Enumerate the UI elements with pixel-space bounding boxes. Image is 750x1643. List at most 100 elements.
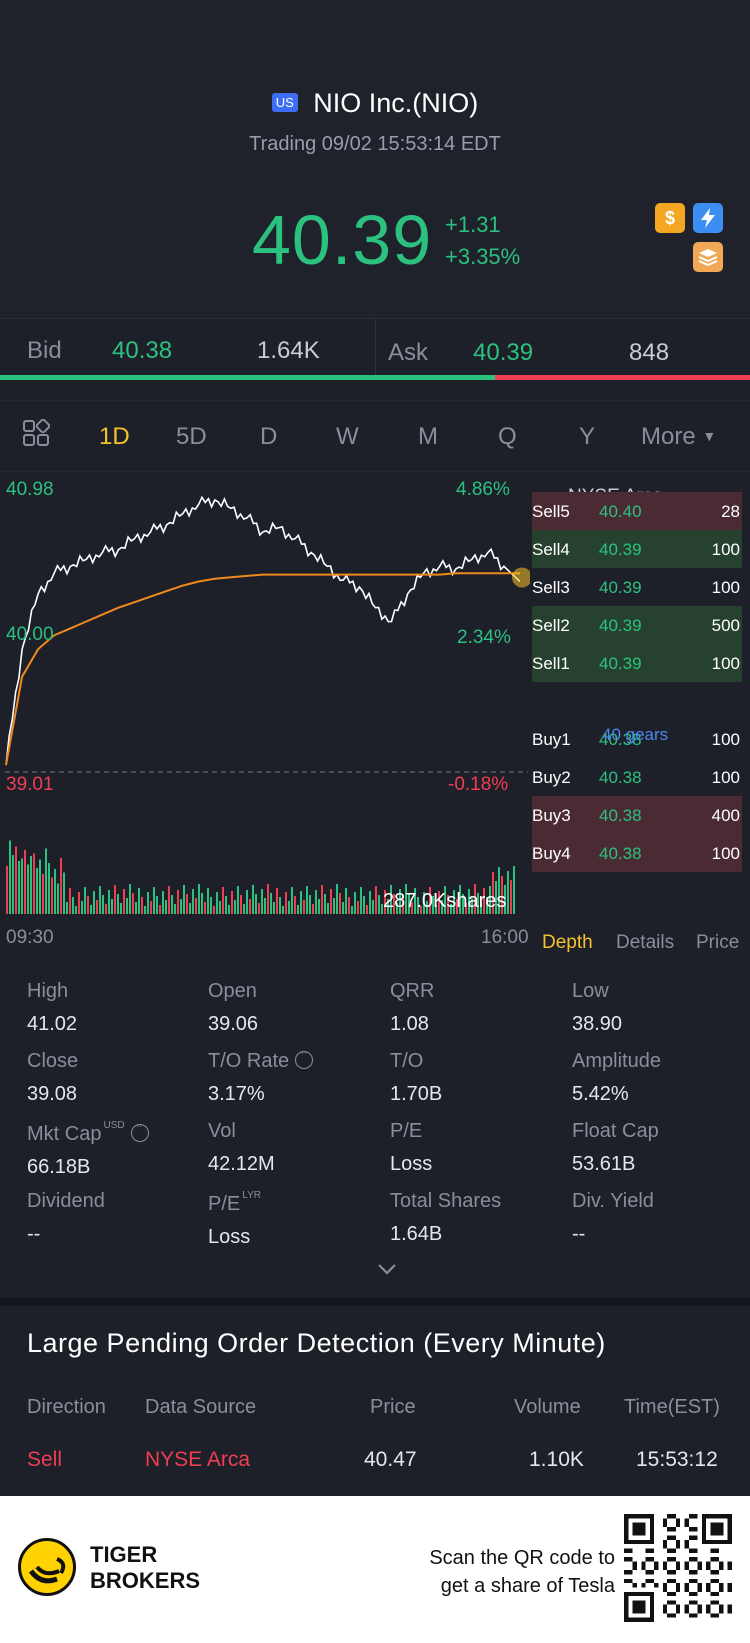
volume-bar	[375, 886, 377, 914]
stat-value: Loss	[208, 1226, 251, 1248]
volume-bar	[249, 899, 251, 914]
volume-bar	[63, 872, 65, 914]
volume-bar	[441, 900, 443, 914]
volume-bar	[78, 892, 80, 914]
bid-price: 40.38	[112, 337, 173, 364]
tab-q[interactable]: Q	[498, 423, 517, 450]
volume-bar	[84, 887, 86, 914]
tab-price[interactable]: Price	[696, 932, 740, 953]
info-icon[interactable]	[295, 1047, 314, 1069]
volume-bar	[318, 899, 320, 914]
volume-bar	[210, 897, 212, 914]
sell-level-qty: 500	[711, 616, 740, 635]
volume-bar	[93, 891, 95, 914]
volume-bar	[174, 904, 176, 914]
pct-high-label: 4.86%	[456, 479, 510, 500]
tab-m[interactable]: M	[418, 423, 438, 450]
stat-value: Loss	[390, 1153, 433, 1175]
volume-bar	[456, 899, 458, 914]
tiger-logo-icon	[18, 1538, 76, 1596]
volume-bar	[282, 906, 284, 914]
lightning-icon[interactable]	[693, 203, 723, 233]
scan-text: Scan the QR code to get a share of Tesla	[390, 1544, 615, 1600]
stat-label-text: Close	[27, 1050, 79, 1072]
tab-y[interactable]: Y	[579, 423, 596, 450]
stat-label: Vol	[208, 1120, 388, 1143]
buy-level-label: Buy2	[532, 768, 571, 787]
stat-item: Low 38.90	[572, 980, 750, 1036]
buy-row[interactable]: Buy2 40.38 100	[532, 758, 742, 796]
ask-label: Ask	[388, 339, 429, 366]
qr-code-icon[interactable]	[624, 1514, 732, 1622]
stack-icon[interactable]	[693, 242, 723, 272]
info-icon[interactable]	[130, 1120, 149, 1142]
current-price-marker	[512, 567, 530, 588]
volume-bar	[483, 888, 485, 914]
volume-bar	[306, 886, 308, 914]
volume-bar	[420, 906, 422, 914]
tab-details[interactable]: Details	[616, 932, 675, 953]
volume-bar	[393, 894, 395, 914]
volume-bar	[288, 901, 290, 914]
sell-level-price: 40.39	[599, 540, 642, 559]
sell-row[interactable]: Sell1 40.39 100	[532, 644, 742, 682]
stat-value: 5.42%	[572, 1083, 629, 1105]
volume-bar	[240, 895, 242, 914]
volume-bar	[105, 904, 107, 914]
dollar-icon[interactable]: $	[655, 203, 685, 233]
stat-value: 39.06	[208, 1013, 259, 1035]
volume-bar	[438, 891, 440, 914]
volume-bar	[24, 850, 26, 914]
volume-bar	[387, 899, 389, 914]
buy-row[interactable]: Buy1 40.38 100	[532, 720, 742, 758]
stat-label: Open	[208, 980, 388, 1003]
sell-level-price: 40.39	[599, 578, 642, 597]
volume-bar	[366, 905, 368, 914]
trading-status: Trading 09/02 15:53:14 EDT	[249, 133, 501, 155]
stat-label: Mkt Cap USD	[27, 1120, 207, 1146]
bid-label: Bid	[27, 337, 62, 364]
tab-5d[interactable]: 5D	[176, 423, 207, 450]
gears-label[interactable]: 40 gears	[602, 725, 669, 744]
tab-1d[interactable]: 1D	[99, 423, 130, 450]
volume-bar	[429, 887, 431, 914]
pct-mid-label: 2.34%	[457, 627, 511, 648]
volume-bar	[207, 888, 209, 914]
volume-bar	[189, 903, 191, 914]
sell-level-label: Sell4	[532, 540, 570, 559]
volume-bar	[213, 906, 215, 914]
buy-row[interactable]: Buy4 40.38 100	[532, 834, 742, 872]
volume-bar	[348, 897, 350, 914]
sell-row[interactable]: Sell3 40.39 100	[532, 568, 742, 606]
stat-label-text: Open	[208, 980, 257, 1002]
volume-bar	[384, 890, 386, 914]
bid-ask-divider	[375, 319, 376, 375]
volume-bar	[165, 900, 167, 914]
tab-d[interactable]: D	[260, 423, 278, 450]
tab-w[interactable]: W	[336, 423, 359, 450]
sell-row[interactable]: Sell4 40.39 100	[532, 530, 742, 568]
volume-bar	[291, 887, 293, 914]
volume-bar	[81, 901, 83, 914]
tab-more[interactable]: More ▼	[641, 423, 716, 451]
volume-bar	[489, 886, 491, 914]
expand-chevron-icon[interactable]	[377, 1262, 397, 1280]
tab-depth[interactable]: Depth	[542, 932, 593, 953]
volume-bar	[222, 887, 224, 914]
bid-ask-bar: Bid 40.38 1.64K Ask 40.39 848	[0, 318, 750, 380]
volume-bar	[414, 888, 416, 914]
buy-row[interactable]: Buy3 40.38 400	[532, 796, 742, 834]
volume-bar	[57, 883, 59, 914]
volume-bar	[18, 861, 20, 914]
volume-bar	[51, 877, 53, 914]
volume-bar	[45, 848, 47, 914]
price-change: +1.31	[445, 212, 501, 237]
stat-label-sup: USD	[103, 1120, 125, 1131]
sell-row[interactable]: Sell5 40.40 28	[532, 492, 742, 530]
intraday-chart[interactable]: 40.98 4.86% 40.00 2.34% 39.01 -0.18% 287…	[0, 472, 530, 948]
buy-level-label: Buy1	[532, 730, 571, 749]
sell-row[interactable]: Sell2 40.39 500	[532, 606, 742, 644]
volume-bar	[204, 902, 206, 914]
layout-grid-icon[interactable]	[22, 418, 51, 454]
volume-bar	[459, 885, 461, 914]
